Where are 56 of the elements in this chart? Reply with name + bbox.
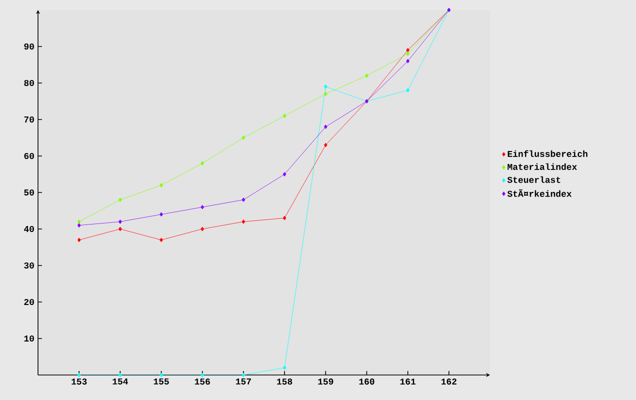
point <box>118 220 122 224</box>
point <box>242 136 246 140</box>
point <box>406 52 410 56</box>
x-tick-label: 157 <box>236 378 251 385</box>
x-tick-label: 154 <box>112 378 128 385</box>
x-tick-label: 159 <box>318 378 334 385</box>
y-tick-label: 10 <box>24 335 34 342</box>
x-tick-label: 155 <box>154 378 169 385</box>
point <box>118 372 122 378</box>
point <box>324 92 328 96</box>
point <box>77 238 81 242</box>
x-tick-label: 160 <box>359 378 374 385</box>
point <box>200 204 204 210</box>
point <box>160 238 163 242</box>
x-tick-label: 156 <box>194 378 210 385</box>
legend-label: Steuerlast <box>507 176 560 183</box>
y-tick-label: 50 <box>24 189 34 196</box>
x-tick-label: 161 <box>400 378 416 385</box>
point <box>324 124 328 129</box>
x-tick-label: 162 <box>441 378 456 385</box>
point <box>200 161 204 166</box>
y-tick-label: 70 <box>24 116 34 123</box>
point <box>282 216 286 220</box>
point <box>324 84 328 89</box>
point <box>324 142 328 148</box>
y-tick-label: 80 <box>24 80 34 86</box>
point <box>282 114 286 118</box>
y-tick-label: 90 <box>24 43 34 50</box>
point <box>200 372 204 378</box>
x-tick-label: 153 <box>72 378 87 385</box>
point <box>200 226 204 232</box>
point <box>118 226 122 232</box>
y-tick-label: 30 <box>24 262 34 269</box>
legend-label: Einflussbereich <box>508 150 588 157</box>
point <box>282 172 286 176</box>
point <box>160 183 163 188</box>
point <box>282 366 286 370</box>
point <box>77 223 81 228</box>
legend-label: Materialindex <box>508 163 577 170</box>
point <box>160 212 163 217</box>
y-tick-label: 20 <box>24 298 34 306</box>
y-tick-label: 60 <box>24 152 34 160</box>
legend-label: StÃ¤rkeindex <box>507 189 572 197</box>
point <box>242 372 246 378</box>
point <box>160 372 163 378</box>
x-tick-label: 158 <box>277 378 292 385</box>
point <box>242 220 246 224</box>
point <box>77 220 81 224</box>
point <box>406 48 410 52</box>
y-tick-label: 40 <box>24 226 34 232</box>
point <box>242 198 246 202</box>
point <box>365 74 368 78</box>
point <box>406 58 410 64</box>
point <box>406 88 410 92</box>
point <box>77 372 81 378</box>
point <box>118 198 122 202</box>
